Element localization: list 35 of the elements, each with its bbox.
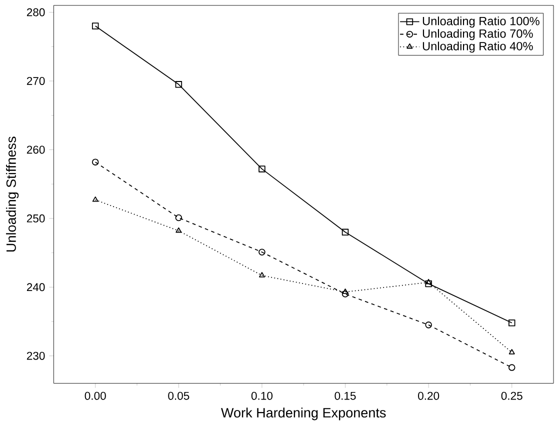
point [92, 22, 99, 30]
point [342, 228, 349, 236]
x-tick-label: 0.10 [251, 392, 273, 400]
point [92, 158, 99, 166]
point [175, 80, 182, 88]
legend-label: Unloading Ratio 100% [422, 16, 540, 28]
point [258, 248, 266, 256]
point [425, 280, 432, 287]
y-tick-label: 250 [26, 214, 45, 222]
y-axis-title: Unloading Stiffness [6, 136, 19, 252]
point [426, 278, 432, 284]
point [92, 196, 98, 202]
y-tick-label: 280 [26, 8, 45, 16]
x-tick-label: 0.15 [334, 392, 356, 400]
point [175, 214, 182, 222]
x-tick-label: 0.05 [168, 392, 190, 400]
point [258, 272, 265, 278]
y-tick-label: 240 [26, 283, 45, 292]
y-tick-label: 270 [26, 76, 45, 85]
point [508, 319, 516, 326]
x-tick-label: 0.20 [418, 392, 440, 400]
point [258, 165, 266, 172]
legend-label: Unloading Ratio 70% [422, 28, 533, 40]
point [176, 227, 182, 233]
x-tick-label: 0.25 [501, 392, 522, 400]
point [342, 288, 348, 294]
y-tick-label: 260 [26, 146, 45, 154]
legend-label: Unloading Ratio 40% [422, 42, 533, 53]
point [508, 364, 516, 371]
y-tick-label: 230 [26, 352, 45, 360]
point [425, 321, 432, 328]
x-axis-title: Work Hardening Exponents [221, 407, 386, 420]
x-tick-label: 0.00 [84, 392, 106, 400]
point [508, 348, 515, 354]
point [342, 290, 349, 298]
